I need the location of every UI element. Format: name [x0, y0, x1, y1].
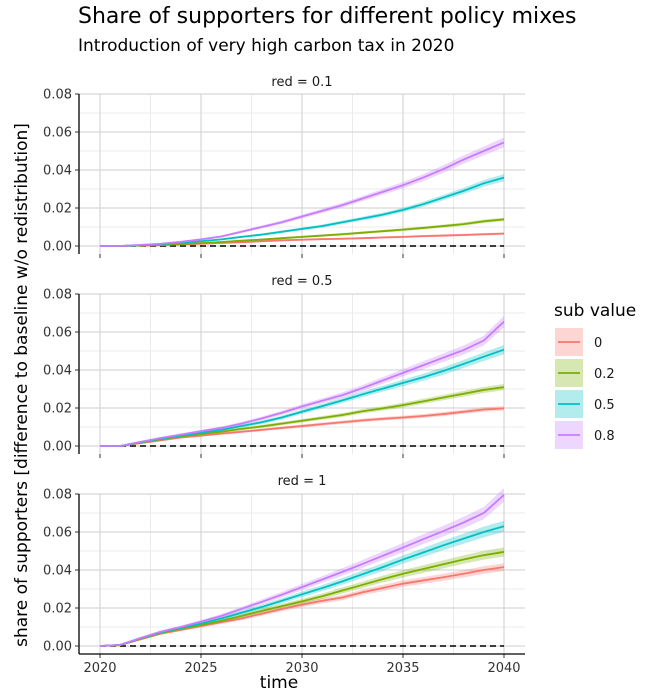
- y-axis-label: share of supporters [difference to basel…: [12, 123, 32, 647]
- chart-subtitle: Introduction of very high carbon tax in …: [78, 36, 455, 56]
- legend-entry-label: 0.2: [594, 367, 615, 382]
- y-tick-label: 0.02: [43, 202, 72, 217]
- y-tick-label: 0.06: [43, 126, 72, 141]
- y-tick-label: 0.04: [43, 364, 72, 379]
- y-tick-label: 0.08: [43, 488, 72, 503]
- y-tick-label: 0.06: [43, 326, 72, 341]
- series-line: [100, 141, 505, 247]
- legend-entry-label: 0.5: [594, 398, 615, 413]
- y-tick-label: 0.08: [43, 88, 72, 103]
- x-tick-label: 2040: [487, 661, 520, 676]
- y-tick-label: 0.02: [43, 402, 72, 417]
- y-tick-label: 0.00: [43, 240, 72, 255]
- legend-title: sub value: [554, 301, 636, 321]
- x-tick-label: 2035: [386, 661, 419, 676]
- confidence-ribbon: [100, 547, 504, 646]
- y-tick-label: 0.04: [43, 564, 72, 579]
- facet-label: red = 0.1: [271, 75, 332, 90]
- y-tick-label: 0.08: [43, 288, 72, 303]
- series-line: [100, 218, 505, 247]
- facet-label: red = 1: [278, 474, 327, 489]
- y-tick-label: 0.00: [43, 440, 72, 455]
- legend-entry-label: 0: [594, 336, 602, 351]
- series-line: [99, 494, 505, 647]
- y-tick-label: 0.04: [43, 164, 72, 179]
- x-axis-label: time: [260, 673, 298, 693]
- y-tick-label: 0.00: [43, 640, 72, 655]
- x-tick-label: 2020: [83, 661, 116, 676]
- facet-label: red = 0.5: [271, 274, 332, 289]
- series-line: [100, 320, 505, 447]
- x-tick-label: 2030: [285, 661, 318, 676]
- y-tick-label: 0.02: [43, 602, 72, 617]
- legend-entry-label: 0.8: [594, 429, 615, 444]
- x-tick-label: 2025: [184, 661, 217, 676]
- chart-title: Share of supporters for different policy…: [78, 4, 577, 29]
- y-tick-label: 0.06: [43, 526, 72, 541]
- series-line: [100, 407, 505, 447]
